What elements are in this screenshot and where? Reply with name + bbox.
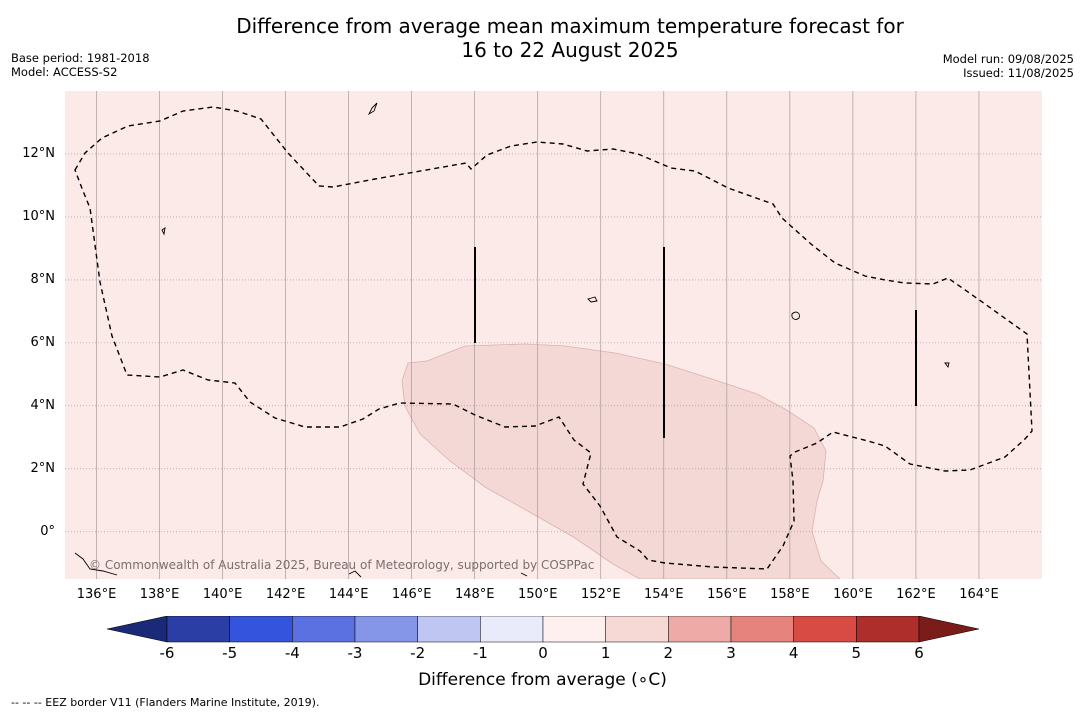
colorbar-tick-label: 0 bbox=[538, 644, 548, 662]
colorbar-label: Difference from average (∘C) bbox=[418, 670, 667, 690]
colorbar-tick-label: 5 bbox=[851, 644, 862, 662]
colorbar-segment bbox=[668, 615, 732, 643]
x-tick-label: 152°E bbox=[581, 587, 621, 602]
colorbar-tick-label: -3 bbox=[347, 644, 363, 662]
colorbar-tick-label: 4 bbox=[788, 644, 799, 662]
x-tick-label: 156°E bbox=[707, 587, 747, 602]
island-new-guinea-coast bbox=[74, 552, 118, 576]
x-tick-label: 142°E bbox=[265, 587, 306, 602]
colorbar-tick-label: -2 bbox=[410, 644, 426, 662]
island-marianas bbox=[367, 102, 378, 116]
colorbar-tick-label: 2 bbox=[663, 644, 674, 662]
warm-anomaly-region bbox=[401, 343, 841, 579]
x-tick-label: 148°E bbox=[454, 587, 495, 602]
x-tick-label: 140°E bbox=[202, 587, 243, 602]
colorbar-canvas bbox=[106, 615, 980, 643]
y-tick-label: 6°N bbox=[30, 334, 56, 350]
colorbar bbox=[106, 615, 980, 648]
colorbar-segment bbox=[292, 615, 356, 643]
y-tick-label: 10°N bbox=[22, 208, 55, 224]
y-tick-label: 4°N bbox=[30, 397, 56, 413]
colorbar-under-arrow bbox=[106, 615, 168, 643]
copyright-notice: © Commonwealth of Australia 2025, Bureau… bbox=[89, 558, 595, 572]
x-tick-label: 136°E bbox=[76, 587, 117, 602]
x-tick-label: 162°E bbox=[896, 587, 936, 602]
y-tick-label: 0° bbox=[40, 523, 55, 539]
y-tick-label: 12°N bbox=[22, 145, 55, 161]
colorbar-tick-label: 6 bbox=[914, 644, 924, 662]
colorbar-over-arrow bbox=[918, 615, 980, 643]
forecast-markers bbox=[474, 247, 917, 438]
x-tick-label: 154°E bbox=[644, 587, 684, 602]
grid-lines bbox=[65, 91, 1042, 579]
title-line-1: Difference from average mean maximum tem… bbox=[236, 14, 904, 38]
meta-right: Model run: 09/08/2025 Issued: 11/08/2025 bbox=[943, 52, 1074, 80]
meta-left: Base period: 1981-2018 Model: ACCESS-S2 bbox=[11, 51, 150, 79]
x-tick-label: 160°E bbox=[833, 587, 873, 602]
title-line-2: 16 to 22 August 2025 bbox=[461, 38, 679, 62]
colorbar-segment bbox=[480, 615, 544, 643]
colorbar-tick-label: 3 bbox=[726, 644, 736, 662]
model-name: Model: ACCESS-S2 bbox=[11, 65, 118, 79]
colorbar-tick-label: 1 bbox=[600, 644, 611, 662]
eez-border bbox=[74, 106, 1033, 570]
colorbar-tick-label: -1 bbox=[472, 644, 488, 662]
x-tick-label: 146°E bbox=[391, 587, 432, 602]
colorbar-segment bbox=[354, 615, 418, 643]
island-ngulu bbox=[161, 227, 166, 236]
colorbar-segment bbox=[793, 615, 857, 643]
colorbar-segment bbox=[417, 615, 481, 643]
x-tick-label: 144°E bbox=[328, 587, 369, 602]
colorbar-segment bbox=[166, 615, 230, 643]
colorbar-segment bbox=[605, 615, 669, 643]
colorbar-segment bbox=[730, 615, 794, 643]
issued-date: Issued: 11/08/2025 bbox=[963, 66, 1074, 80]
island-chuuk bbox=[587, 296, 598, 303]
colorbar-tick-label: -6 bbox=[159, 644, 175, 662]
island-bougainville bbox=[520, 572, 528, 577]
y-tick-label: 8°N bbox=[30, 271, 56, 287]
x-tick-label: 150°E bbox=[517, 587, 558, 602]
colorbar-segment bbox=[542, 615, 606, 643]
chart-title: Difference from average mean maximum tem… bbox=[0, 14, 1085, 62]
x-tick-label: 138°E bbox=[139, 587, 180, 602]
tropical-islands bbox=[74, 102, 950, 578]
model-run: Model run: 09/08/2025 bbox=[942, 52, 1074, 66]
x-tick-label: 164°E bbox=[959, 587, 999, 602]
map-panel[interactable] bbox=[65, 91, 1042, 579]
island-new-ireland bbox=[348, 570, 362, 578]
island-pohnpei bbox=[791, 311, 800, 320]
island-kosrae bbox=[944, 362, 950, 369]
colorbar-tick-label: -5 bbox=[222, 644, 238, 662]
x-tick-label: 158°E bbox=[770, 587, 810, 602]
base-period: Base period: 1981-2018 bbox=[11, 51, 150, 65]
eez-footnote: -- -- -- EEZ border V11 (Flanders Marine… bbox=[11, 696, 320, 709]
colorbar-tick-label: -4 bbox=[284, 644, 300, 662]
colorbar-segment bbox=[229, 615, 293, 643]
colorbar-segment bbox=[856, 615, 920, 643]
map-canvas[interactable] bbox=[65, 91, 1042, 579]
y-tick-label: 2°N bbox=[30, 460, 56, 476]
